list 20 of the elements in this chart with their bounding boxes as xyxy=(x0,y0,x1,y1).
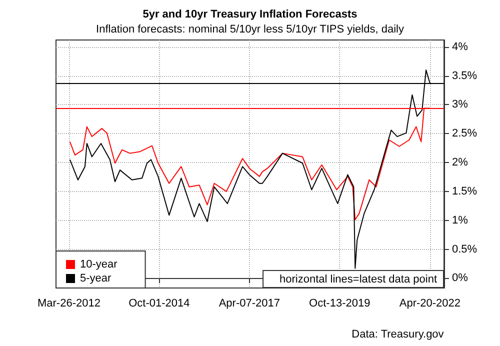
y-tick-label: 3.5% xyxy=(452,70,478,82)
legend-label: 5-year xyxy=(80,272,112,284)
y-tick-label: 1.5% xyxy=(452,185,478,198)
x-tick-label: Oct-13-2019 xyxy=(309,298,370,310)
y-tick-label: 3% xyxy=(452,98,468,111)
y-tick-label: 0% xyxy=(452,272,468,284)
y-tick-label: 2.5% xyxy=(452,128,478,140)
x-tick-label: Apr-07-2017 xyxy=(218,298,280,310)
y-tick-label: 1% xyxy=(452,214,468,226)
legend-label: 10-year xyxy=(80,258,118,270)
y-tick-label: 4% xyxy=(452,40,468,53)
text: Data: Treasury.gov xyxy=(352,328,444,340)
x-tick-label: Mar-26-2012 xyxy=(37,298,100,310)
y-tick-label: 2% xyxy=(452,156,468,169)
x-tick-label: Oct-01-2014 xyxy=(128,298,190,310)
chart-subtitle: Inflation forecasts: nominal 5/10yr less 5/10yr TIPS yields, daily xyxy=(96,24,404,36)
chart-title: 5yr and 10yr Treasury Inflation Forecasts xyxy=(142,8,358,20)
annotation: horizontal lines=latest data point xyxy=(280,274,438,286)
y-tick-label: 0.5% xyxy=(452,243,478,256)
x-tick-label: Apr-20-2022 xyxy=(399,298,461,310)
